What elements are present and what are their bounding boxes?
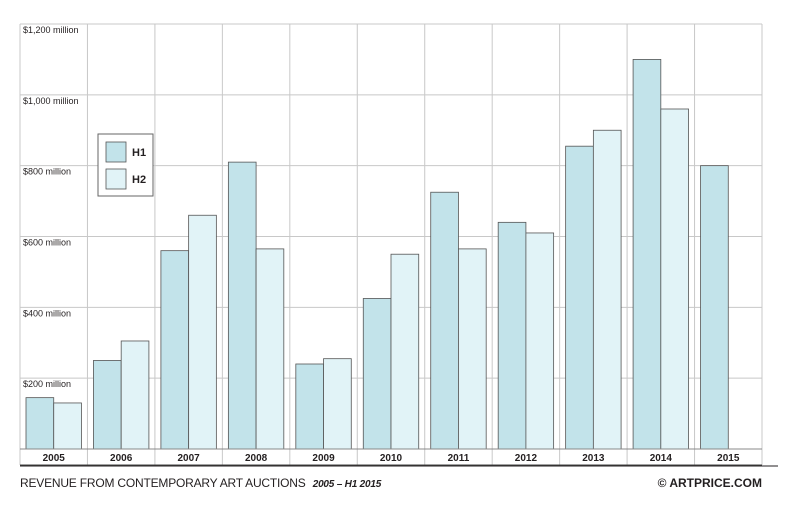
axes: $200 million $400 million $600 million $800… [20,25,778,467]
x-tick-label: 2013 [582,453,605,464]
bar-h1-2008 [227,161,257,450]
legend-label-h1: H1 [132,147,146,159]
bar-h1-2006 [93,360,122,450]
gridlines [19,23,763,465]
credit-label: © ARTPRICE.COM [657,476,762,490]
y-tick-label: $800 million [23,167,71,177]
legend-swatch-h2 [105,168,127,190]
x-tick-label: 2012 [515,453,538,464]
bar-h1-2011 [430,191,459,450]
x-tick-label: 2007 [178,453,201,464]
y-tick-label: $200 million [23,379,71,389]
chart-title-text: REVENUE FROM CONTEMPORARY ART AUCTIONS [20,476,306,490]
x-tick-label: 2005 [43,453,66,464]
bar-h2-2010 [390,253,420,450]
y-tick-label: $600 million [23,238,71,248]
bar-h1-2005 [25,397,55,450]
bars [25,59,729,450]
bar-h1-2014 [632,59,662,450]
bar-h2-2008 [255,248,285,450]
legend-label-h2: H2 [132,174,146,186]
bar-h1-2013 [565,145,594,450]
bar-h1-2012 [497,221,527,450]
bar-h1-2007 [160,250,190,450]
bar-h1-2015 [700,165,729,450]
legend-swatch-h1 [105,141,127,163]
bar-h1-2010 [362,298,392,450]
bar-h2-2011 [458,248,487,450]
x-tick-label: 2015 [717,453,740,464]
x-tick-label: 2011 [448,453,470,464]
legend: H1 H2 [97,133,154,197]
y-tick-label: $1,200 million [23,25,79,35]
bar-h2-2012 [525,232,555,450]
x-tick-label: 2010 [380,453,403,464]
bar-h1-2009 [295,363,324,450]
chart-subtitle: 2005 – H1 2015 [312,479,382,490]
bar-h2-2007 [188,214,217,450]
x-tick-label: 2014 [650,453,673,464]
y-tick-label: $1,000 million [23,96,79,106]
x-tick-label: 2006 [110,453,133,464]
bar-h2-2014 [660,108,689,450]
x-tick-label: 2008 [245,453,268,464]
y-tick-label: $400 million [23,308,71,318]
bar-h2-2006 [120,340,150,450]
bar-h2-2009 [323,358,352,450]
bar-h2-2013 [592,129,622,450]
bar-h2-2005 [53,402,82,450]
chart-title: REVENUE FROM CONTEMPORARY ART AUCTIONS 2… [20,476,381,490]
x-tick-label: 2009 [312,453,335,464]
